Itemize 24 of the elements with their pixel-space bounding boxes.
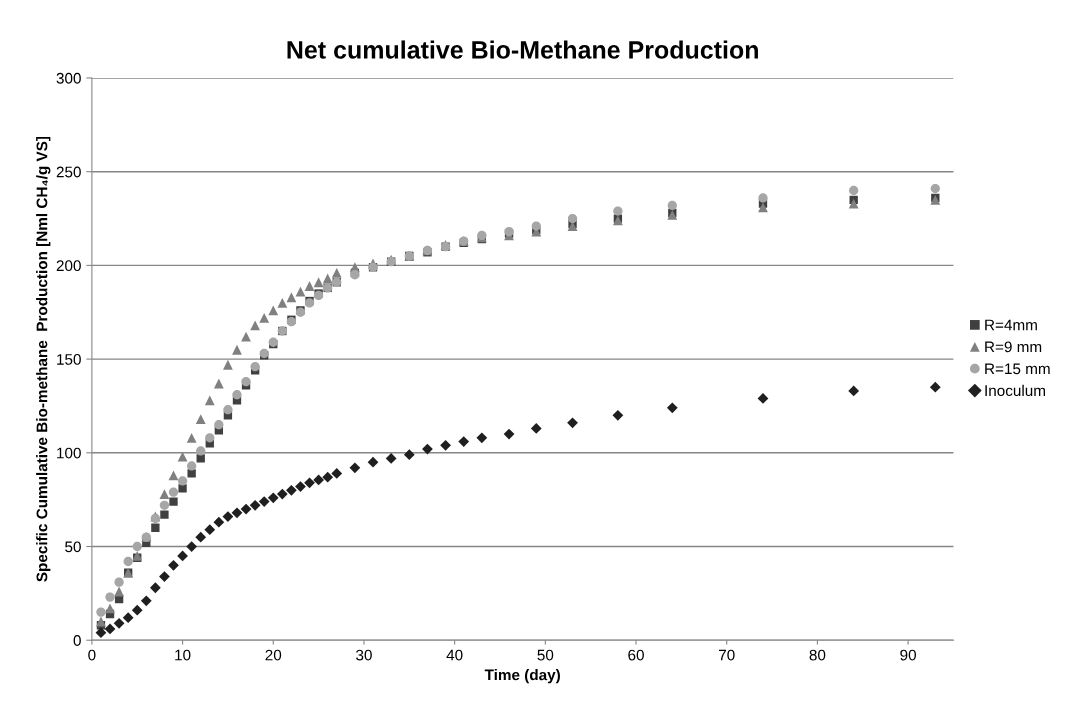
legend-label: R=4mm <box>985 319 1037 331</box>
x-tick-label: 40 <box>446 649 463 661</box>
y-tick-label: 300 <box>56 72 81 84</box>
legend-label: R=9 mm <box>985 341 1042 353</box>
x-tick-label: 90 <box>900 649 916 661</box>
y-tick-label: 100 <box>57 447 81 459</box>
legend-label: Inoculum <box>985 384 1045 397</box>
x-tick-label: 50 <box>537 649 554 661</box>
y-tick-label: 0 <box>73 635 81 646</box>
x-tick-label: 80 <box>809 649 826 661</box>
y-tick-label: 150 <box>57 353 81 365</box>
y-tick-label: 200 <box>56 260 81 272</box>
y-axis-title: Specific Cumulative Bio-methane Production [Nml CH₄/g VS] <box>36 136 51 582</box>
y-tick-label: 50 <box>65 541 81 553</box>
chart-title: Net cumulative Bio-Methane Production <box>287 40 758 59</box>
legend-label: R=15 mm <box>985 363 1050 375</box>
x-tick-label: 60 <box>628 649 644 661</box>
y-tick-label: 250 <box>56 166 81 178</box>
x-tick-label: 20 <box>265 649 282 661</box>
x-tick-label: 0 <box>88 649 96 661</box>
x-tick-label: 70 <box>719 649 735 661</box>
x-tick-label: 30 <box>356 649 372 661</box>
x-axis-title: Time (day) <box>484 669 560 684</box>
x-tick-label: 10 <box>175 649 191 661</box>
